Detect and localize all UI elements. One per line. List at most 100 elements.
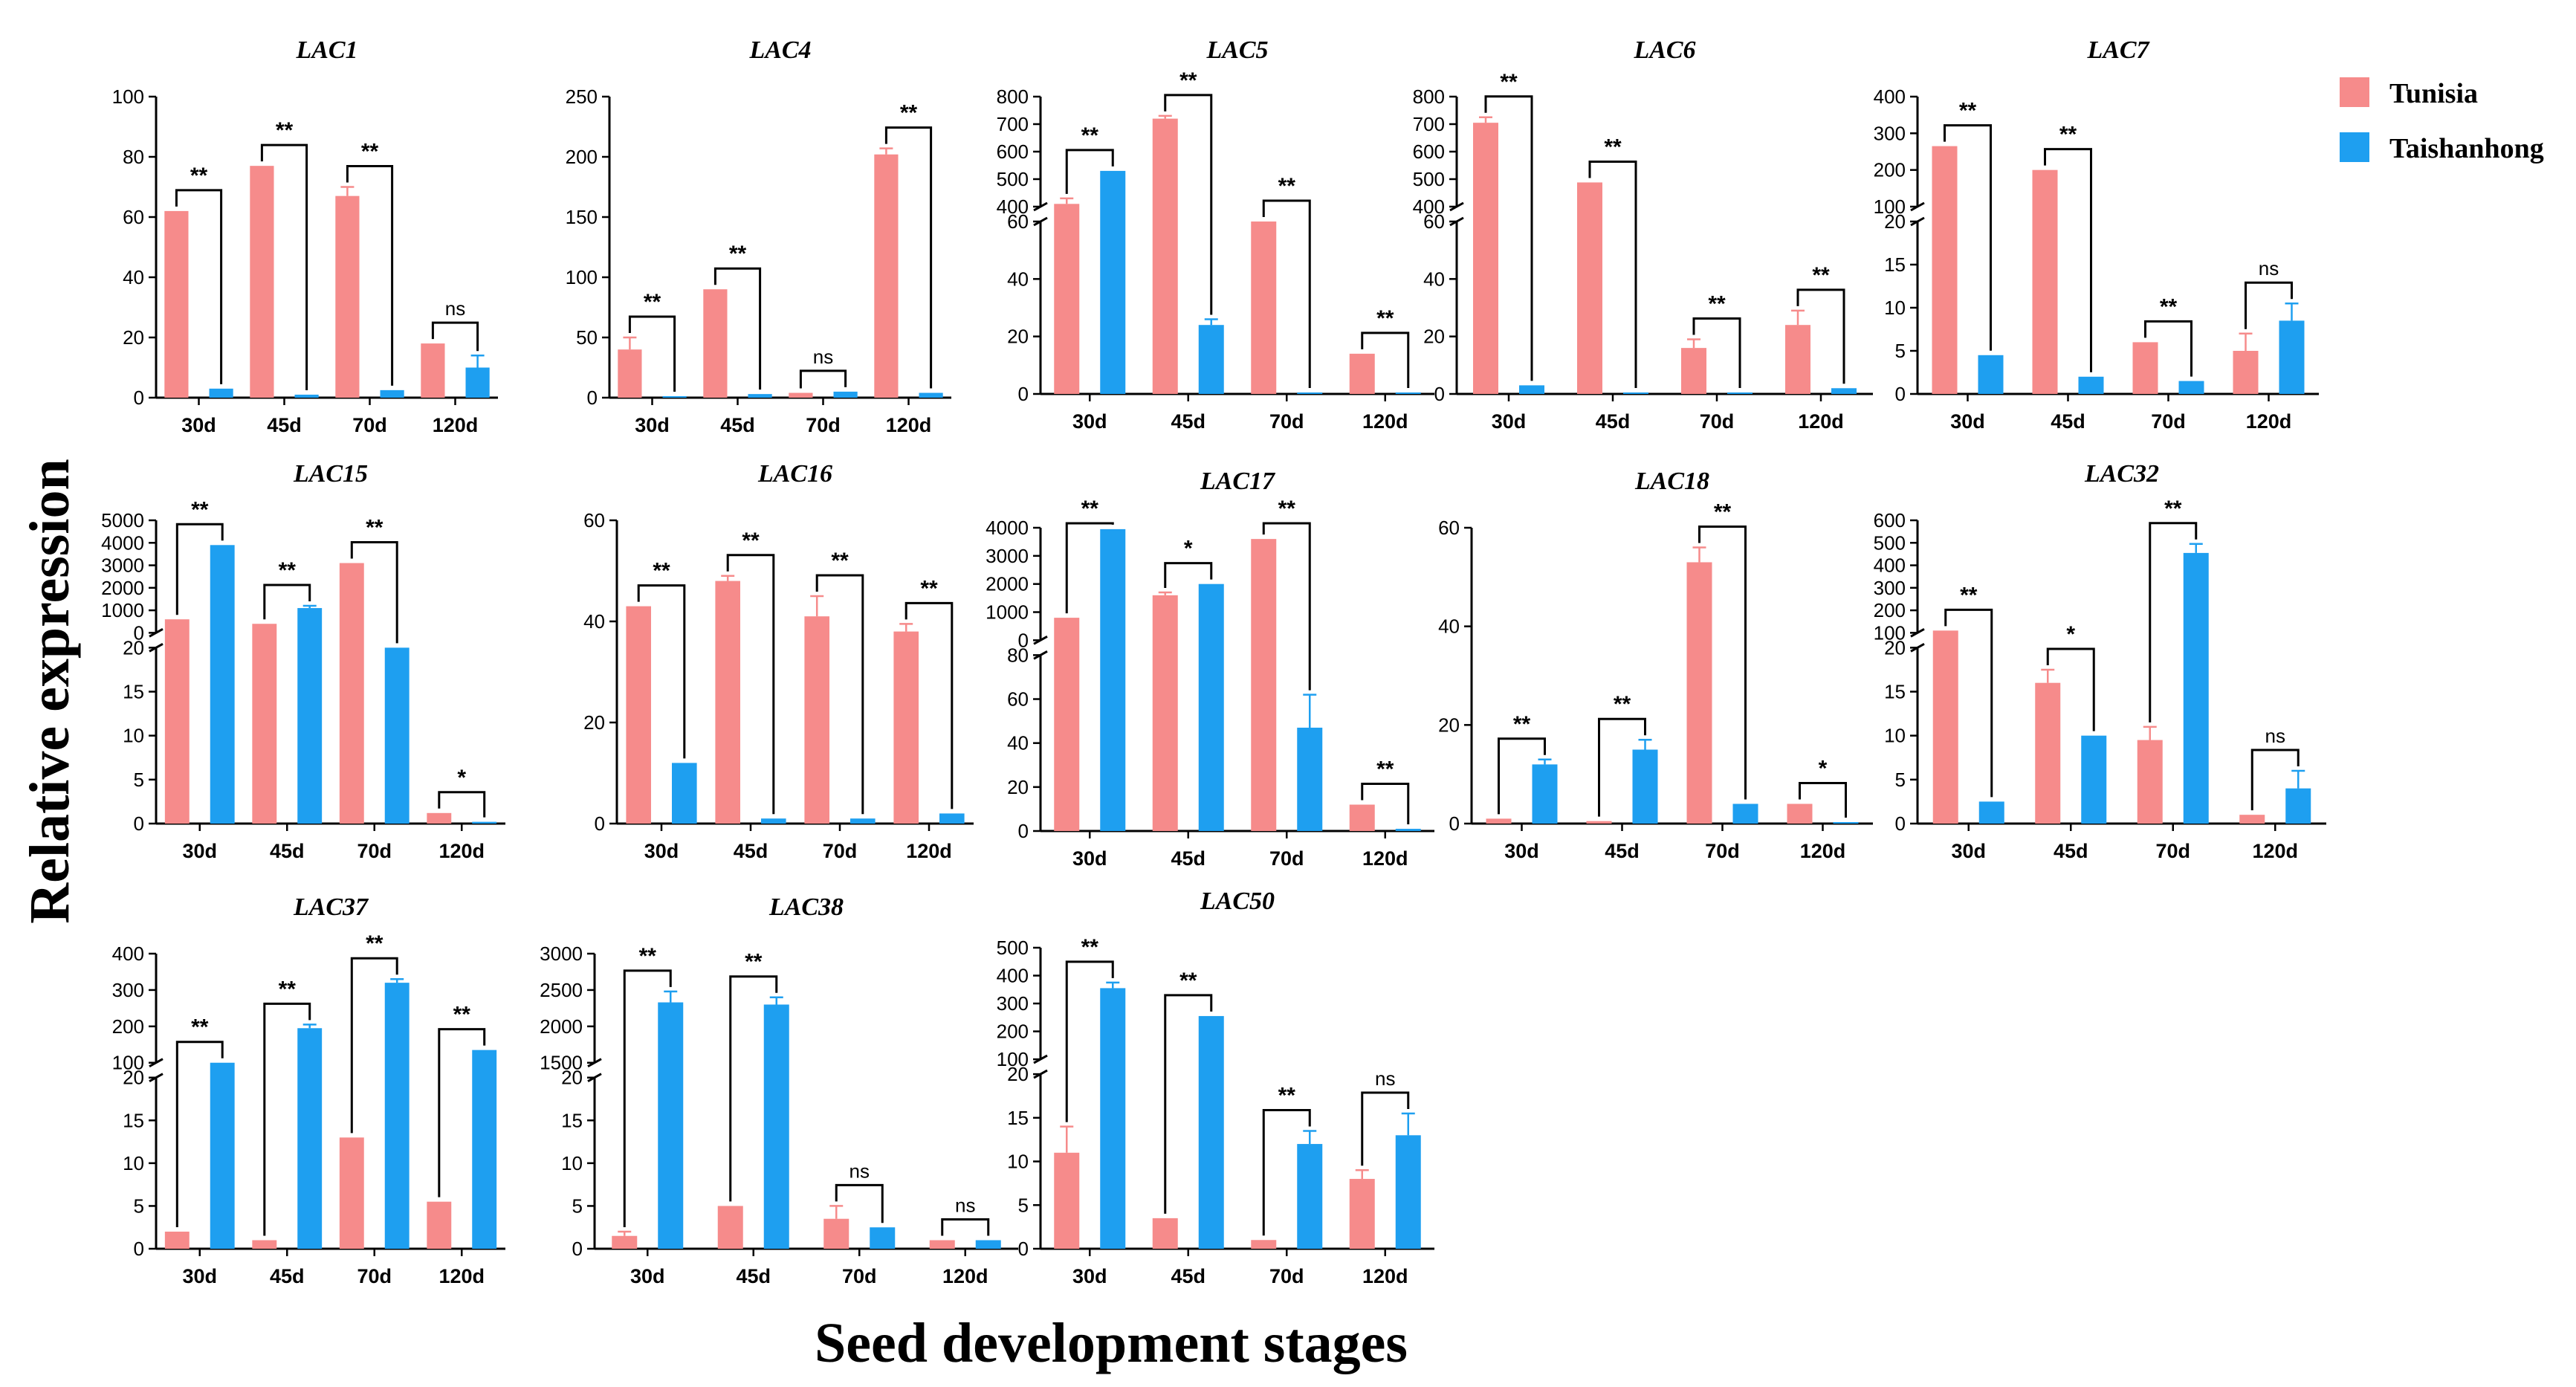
significance-bracket bbox=[1164, 94, 1213, 315]
bar-tunisia-120d bbox=[874, 154, 899, 398]
y-tick-label: 4000 bbox=[101, 531, 144, 554]
bar-taishanhong-30d bbox=[209, 388, 233, 398]
y-tick-label: 60 bbox=[1438, 517, 1460, 539]
bar-taishanhong-45d bbox=[2078, 376, 2104, 394]
x-tick-label: 45d bbox=[1171, 1265, 1206, 1287]
significance-bracket bbox=[438, 791, 486, 818]
bar-taishanhong-30d bbox=[210, 1062, 235, 1249]
significance-label: ** bbox=[1081, 497, 1099, 521]
y-tick-label: 40 bbox=[1007, 732, 1029, 754]
y-tick-label: 100 bbox=[566, 266, 598, 288]
y-tick-label: 20 bbox=[1423, 326, 1445, 348]
significance-label: ** bbox=[2059, 123, 2077, 147]
bar-taishanhong-70d bbox=[2183, 552, 2209, 824]
y-tick-label: 80 bbox=[1007, 644, 1029, 666]
significance-bracket bbox=[438, 1028, 486, 1197]
y-tick-label: 800 bbox=[997, 85, 1029, 108]
significance-bracket bbox=[815, 574, 864, 815]
bar-tunisia-30d bbox=[626, 606, 651, 824]
y-tick-label: 10 bbox=[1884, 297, 1906, 319]
panel-title: LAC17 bbox=[1200, 468, 1276, 495]
significance-bracket bbox=[1799, 781, 1847, 818]
bar-taishanhong-120d bbox=[1395, 1135, 1421, 1249]
x-tick-label: 45d bbox=[736, 1265, 771, 1287]
y-tick-label: 600 bbox=[997, 140, 1029, 163]
y-tick-label: 500 bbox=[997, 168, 1029, 190]
bar-tunisia-70d bbox=[1681, 348, 1706, 394]
x-tick-label: 120d bbox=[942, 1265, 988, 1287]
y-tick-label: 100 bbox=[1874, 195, 1906, 218]
significance-bracket bbox=[350, 541, 398, 644]
y-tick-label: 20 bbox=[583, 711, 605, 734]
y-tick-label: 15 bbox=[123, 1109, 144, 1131]
legend-swatch-taishanhong bbox=[2340, 132, 2369, 162]
bar-tunisia-45d bbox=[1577, 182, 1602, 394]
significance-label: ** bbox=[366, 516, 384, 540]
x-tick-label: 120d bbox=[1362, 1265, 1408, 1287]
bar-taishanhong-120d bbox=[1395, 829, 1421, 831]
significance-label: * bbox=[1184, 537, 1193, 561]
x-tick-label: 120d bbox=[1362, 410, 1408, 433]
x-tick-label: 120d bbox=[1362, 847, 1408, 870]
significance-bracket bbox=[1361, 332, 1410, 388]
x-tick-label: 70d bbox=[357, 1265, 392, 1287]
significance-bracket bbox=[1484, 95, 1533, 381]
significance-label: ** bbox=[279, 977, 297, 1001]
bar-tunisia-30d bbox=[164, 1231, 190, 1249]
y-tick-label: 2000 bbox=[101, 577, 144, 599]
x-tick-label: 70d bbox=[1269, 847, 1304, 870]
bar-tunisia-30d bbox=[612, 1235, 638, 1249]
x-tick-label: 30d bbox=[1072, 410, 1107, 433]
bar-taishanhong-70d bbox=[1727, 392, 1753, 394]
y-tick-label: 40 bbox=[1423, 268, 1445, 290]
x-tick-label: 30d bbox=[182, 840, 217, 862]
y-tick-label: 300 bbox=[997, 992, 1029, 1015]
bar-taishanhong-30d bbox=[1100, 988, 1126, 1249]
panel-title: LAC5 bbox=[1206, 36, 1268, 64]
x-tick-label: 30d bbox=[644, 840, 679, 862]
y-tick-label: 200 bbox=[997, 1021, 1029, 1043]
significance-bracket bbox=[1944, 124, 1992, 351]
x-tick-label: 30d bbox=[1950, 410, 1985, 433]
significance-bracket bbox=[2250, 749, 2300, 811]
y-tick-label: 40 bbox=[583, 610, 605, 633]
y-tick-label: 60 bbox=[123, 206, 144, 228]
significance-bracket bbox=[175, 1041, 224, 1227]
bar-tunisia-120d bbox=[893, 631, 919, 824]
significance-label: ** bbox=[831, 549, 849, 573]
bar-taishanhong-45d bbox=[297, 608, 323, 824]
bar-tunisia-30d bbox=[1932, 146, 1958, 394]
bar-taishanhong-30d bbox=[1978, 355, 2004, 394]
y-tick-label: 20 bbox=[123, 1067, 144, 1089]
y-tick-label: 20 bbox=[1007, 326, 1029, 348]
bar-tunisia-45d bbox=[1152, 595, 1178, 831]
significance-bracket bbox=[904, 601, 954, 809]
y-tick-label: 5 bbox=[134, 769, 144, 791]
y-tick-label: 20 bbox=[1884, 636, 1906, 659]
panel-title: LAC18 bbox=[1634, 468, 1709, 495]
y-tick-label: 10 bbox=[1884, 725, 1906, 747]
significance-bracket bbox=[1065, 149, 1114, 194]
legend: Tunisia Taishanhong bbox=[2340, 77, 2544, 164]
bar-taishanhong-45d bbox=[2081, 735, 2107, 824]
bar-tunisia-45d bbox=[1152, 118, 1178, 394]
y-tick-label: 15 bbox=[1884, 253, 1906, 276]
y-tick-label: 60 bbox=[583, 509, 605, 531]
bar-taishanhong-120d bbox=[1831, 388, 1857, 394]
y-tick-label: 700 bbox=[997, 113, 1029, 135]
bar-taishanhong-120d bbox=[1395, 392, 1421, 394]
bar-tunisia-30d bbox=[1054, 204, 1080, 394]
y-tick-label: 500 bbox=[1874, 531, 1906, 554]
significance-label: * bbox=[2066, 622, 2075, 647]
y-tick-label: 5 bbox=[134, 1194, 144, 1217]
x-tick-label: 120d bbox=[433, 414, 479, 436]
y-tick-label: 0 bbox=[1895, 812, 1906, 835]
legend-swatch-tunisia bbox=[2340, 77, 2369, 107]
bar-tunisia-30d bbox=[164, 619, 190, 824]
significance-bracket bbox=[1588, 160, 1637, 388]
bar-tunisia-30d bbox=[1486, 818, 1512, 824]
x-tick-label: 70d bbox=[352, 414, 387, 436]
y-tick-label: 2500 bbox=[540, 979, 583, 1001]
